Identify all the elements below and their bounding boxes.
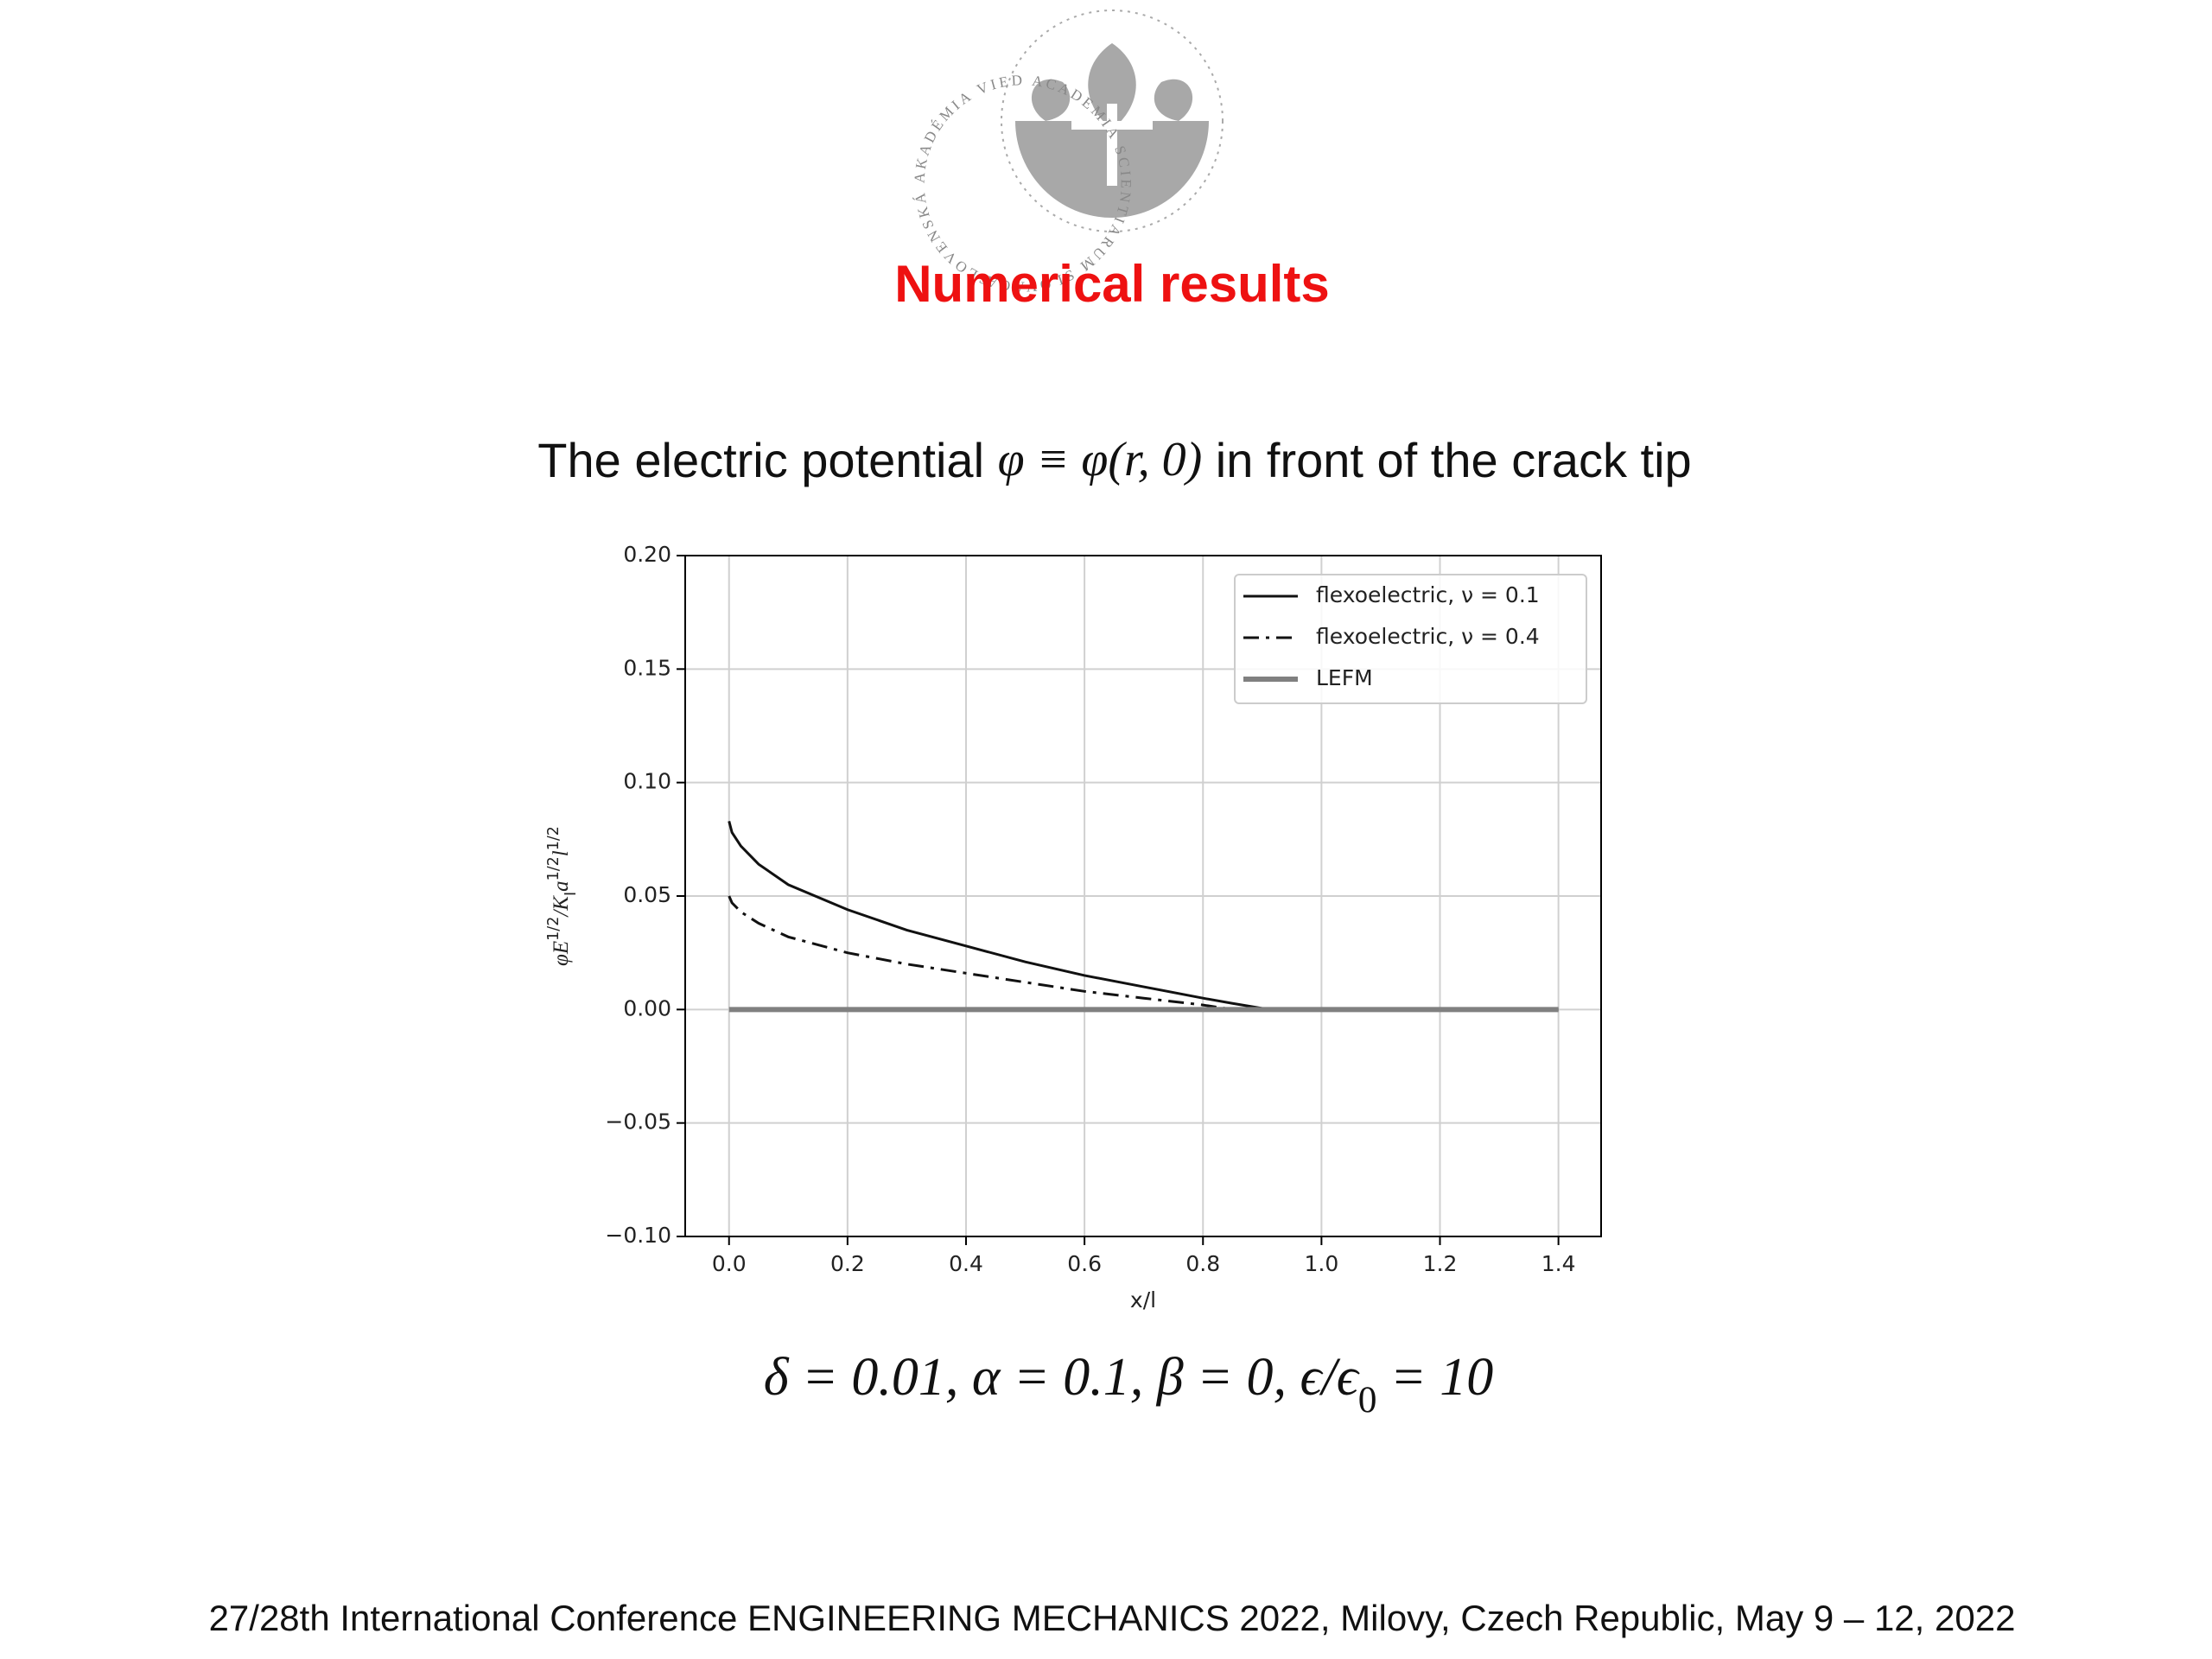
slide-title: The electric potential φ ≡ φ(r, 0) in fr… [537,433,1691,487]
logo: SLOVENSKÁ AKADÉMIA VIED ACADEMIA SCIENTI… [911,10,1224,296]
y-tick-label: 0.15 [623,655,671,680]
text-part: l [550,850,573,856]
y-tick-label: −0.05 [605,1109,671,1135]
text-part: 1/2 [545,856,563,880]
text-part: The electric potential [537,433,997,487]
x-tick-label: 1.4 [1541,1251,1576,1276]
text-part: 1/2 [545,917,563,941]
y-tick-label: 0.00 [623,995,671,1020]
legend-box [1234,574,1587,704]
y-tick-label: 0.05 [623,882,671,907]
y-axis-label: φE1/2/KIa1/2l1/2 [545,826,580,966]
parameters: δ = 0.01, α = 0.1, β = 0, ϵ/ϵ0 = 10 [764,1348,1493,1421]
x-tick-label: 0.8 [1185,1251,1220,1276]
logo-leaf [1154,79,1193,121]
text-part: = 10 [1376,1348,1493,1407]
x-axis-label: x/l [1130,1287,1156,1313]
text-part: δ = 0.01, α = 0.1, β = 0, ϵ/ϵ [764,1348,1360,1407]
x-tick-label: 1.2 [1423,1251,1458,1276]
legend-label: flexoelectric, ν = 0.4 [1316,624,1540,649]
logo-leaf [1031,79,1071,121]
x-tick-label: 0.0 [712,1251,747,1276]
y-tick-label: 0.20 [623,542,671,567]
text-part: I [563,892,580,896]
text-part: φE [550,941,573,966]
text-part: 0 [1358,1379,1377,1421]
x-tick-label: 0.6 [1067,1251,1102,1276]
y-tick-label: 0.10 [623,769,671,794]
x-tick-label: 1.0 [1304,1251,1338,1276]
text-part: a [550,880,573,892]
text-part: 1/2 [545,826,563,850]
legend-label: flexoelectric, ν = 0.1 [1316,582,1540,607]
logo-tree [1071,104,1153,186]
line [728,820,1559,1011]
x-tick-label: 0.2 [830,1251,865,1276]
x-tick-label: 0.4 [949,1251,983,1276]
text-part: /K [550,895,573,918]
logo-ring [1001,10,1224,232]
text-part: in front of the crack tip [1202,433,1691,487]
plot-frame [684,555,1602,1237]
heading: Numerical results [894,255,1330,313]
footer: 27/28th International Conference ENGINEE… [209,1598,2016,1638]
chart: −0.10 −0.05 0.00 0.05 0.10 0.15 0.20 0.0 0.2 0.4 0… [545,542,1602,1313]
text-part: φ ≡ φ(r, 0) [998,433,1203,486]
y-tick-label: −0.10 [605,1223,671,1248]
legend-label: LEFM [1316,665,1373,690]
logo-leaf [1088,43,1136,130]
